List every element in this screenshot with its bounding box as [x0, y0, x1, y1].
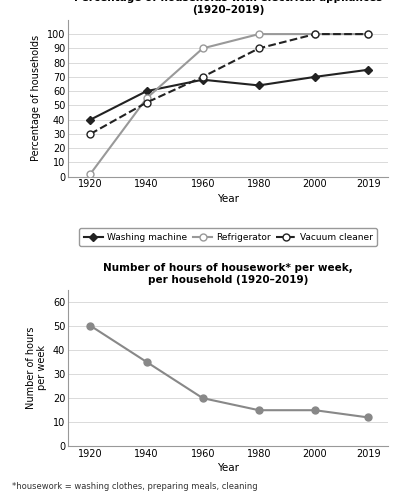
- X-axis label: Year: Year: [217, 193, 239, 203]
- Legend: Washing machine, Refrigerator, Vacuum cleaner: Washing machine, Refrigerator, Vacuum cl…: [79, 228, 377, 246]
- Y-axis label: Percentage of households: Percentage of households: [31, 35, 41, 161]
- Title: Number of hours of housework* per week,
per household (1920–2019): Number of hours of housework* per week, …: [103, 263, 353, 285]
- X-axis label: Year: Year: [217, 463, 239, 473]
- Y-axis label: Number of hours
per week: Number of hours per week: [26, 327, 47, 409]
- Text: *housework = washing clothes, preparing meals, cleaning: *housework = washing clothes, preparing …: [12, 482, 258, 491]
- Title: Percentage of households with electrical appliances
(1920–2019): Percentage of households with electrical…: [74, 0, 382, 15]
